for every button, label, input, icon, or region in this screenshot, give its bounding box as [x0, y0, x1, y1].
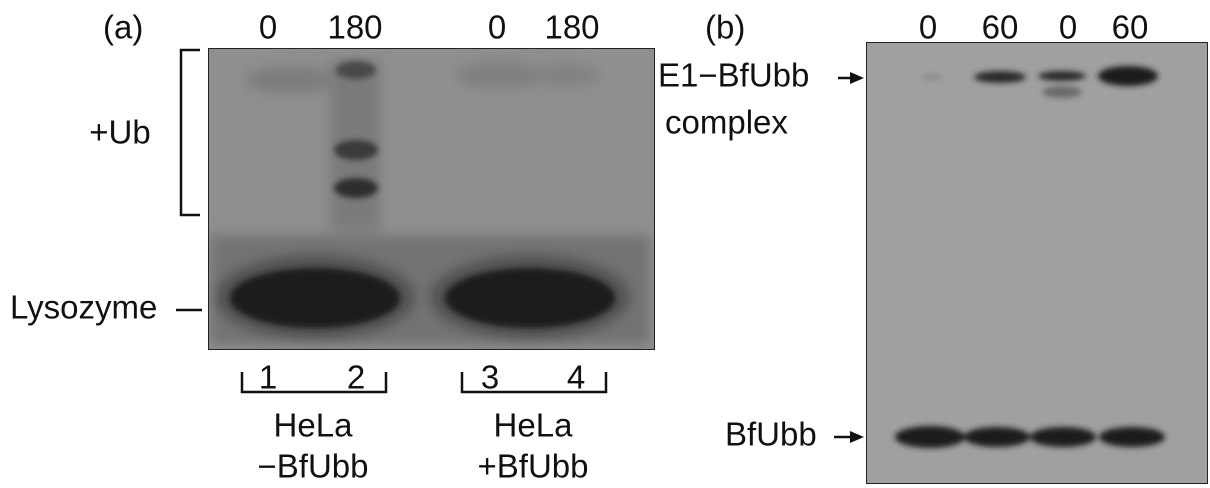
- panel-label: (a): [103, 9, 143, 46]
- band-label: complex: [665, 104, 788, 141]
- group-label: +BfUbb: [478, 448, 589, 485]
- gel-b: [866, 42, 1208, 484]
- time-label: 180: [327, 9, 382, 46]
- group-bracket: [460, 372, 608, 394]
- time-label: 0: [1059, 9, 1077, 46]
- group-label: HeLa: [494, 407, 574, 444]
- bracket: [179, 48, 200, 217]
- group-label: HeLa: [274, 407, 354, 444]
- time-label: 60: [982, 9, 1019, 46]
- panel-label: (b): [705, 9, 745, 46]
- time-label: 0: [259, 9, 277, 46]
- lane-number: 1: [259, 359, 277, 396]
- time-label: 180: [544, 9, 599, 46]
- lane-number: 3: [481, 359, 499, 396]
- gel-a: [208, 48, 655, 350]
- group-label: −BfUbb: [258, 448, 369, 485]
- band-label: BfUbb: [725, 416, 817, 453]
- band-label: E1−BfUbb: [658, 57, 809, 94]
- bracket-label: +Ub: [89, 114, 150, 151]
- marker-label: Lysozyme: [10, 289, 157, 326]
- lane-number: 2: [347, 359, 365, 396]
- arrow-head: [850, 72, 864, 84]
- lane-number: 4: [567, 359, 585, 396]
- group-bracket: [240, 372, 388, 394]
- time-label: 0: [488, 9, 506, 46]
- arrow-head: [850, 431, 864, 443]
- time-label: 0: [919, 9, 937, 46]
- time-label: 60: [1112, 9, 1149, 46]
